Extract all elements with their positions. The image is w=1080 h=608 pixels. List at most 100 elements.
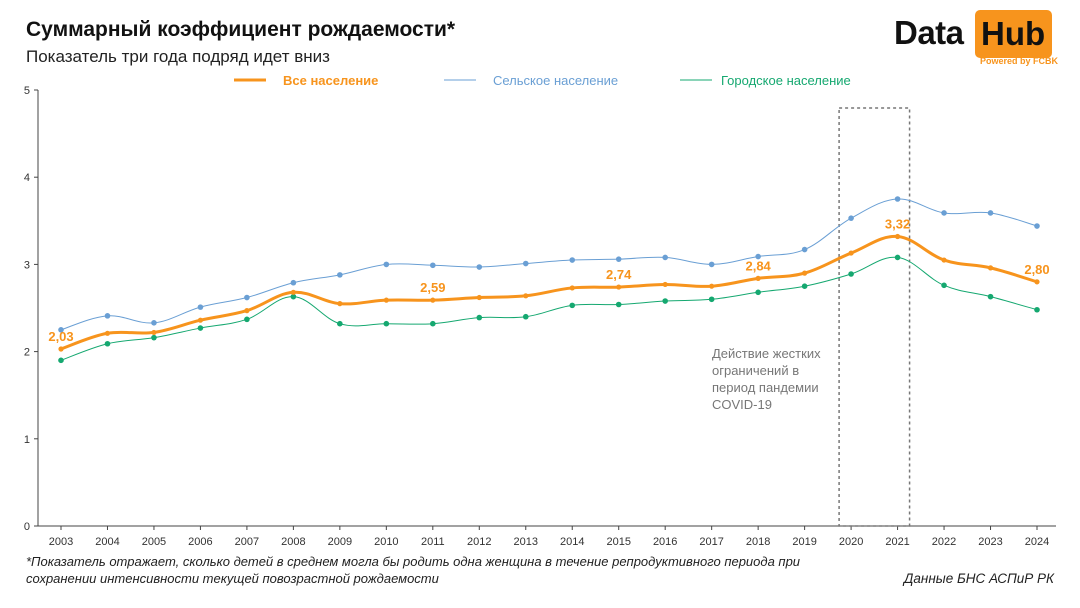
x-tick-label: 2011 bbox=[421, 536, 445, 548]
data-point-rural-2005 bbox=[151, 320, 157, 326]
data-point-all-2024 bbox=[1034, 279, 1040, 285]
x-tick-label: 2019 bbox=[792, 536, 816, 548]
data-point-all-2012 bbox=[476, 294, 482, 301]
x-tick-label: 2005 bbox=[142, 536, 166, 548]
x-tick-label: 2003 bbox=[49, 536, 73, 548]
data-point-rural-2024 bbox=[1034, 223, 1040, 229]
data-point-rural-2023 bbox=[987, 210, 994, 216]
data-source: Данные БНС АСПиР РК bbox=[903, 571, 1054, 586]
data-point-rural-2014 bbox=[569, 257, 576, 263]
logo-powered-by: Powered by FCBK bbox=[980, 56, 1059, 66]
data-point-rural-2021 bbox=[894, 196, 901, 202]
data-point-rural-2007 bbox=[244, 294, 250, 301]
series-line-all bbox=[59, 234, 1039, 351]
data-point-urban-2010 bbox=[383, 320, 390, 327]
data-point-all-2022 bbox=[941, 257, 947, 263]
data-point-urban-2013 bbox=[522, 313, 529, 320]
data-point-all-2009 bbox=[337, 301, 343, 307]
logo-hub-text: Hub bbox=[975, 10, 1053, 58]
data-point-rural-2013 bbox=[522, 260, 529, 267]
x-tick-label: 2022 bbox=[932, 536, 956, 548]
legend-label-all: Все население bbox=[283, 73, 378, 88]
data-point-rural-2015 bbox=[615, 256, 622, 262]
covid-annotation: Действие жестких ограничений в период па… bbox=[712, 346, 821, 412]
logo-data-text: Data bbox=[894, 14, 964, 51]
data-point-urban-2015 bbox=[615, 301, 622, 308]
data-point-all-2003 bbox=[58, 346, 64, 352]
data-point-rural-2018 bbox=[755, 253, 761, 260]
x-tick-label: 2024 bbox=[1025, 536, 1049, 548]
data-point-urban-2024 bbox=[1034, 306, 1040, 313]
x-tick-label: 2015 bbox=[606, 536, 630, 548]
chart-title: Суммарный коэффициент рождаемости* bbox=[26, 18, 456, 41]
data-point-all-2005 bbox=[151, 329, 157, 336]
data-point-urban-2022 bbox=[941, 282, 947, 289]
x-tick-label: 2006 bbox=[188, 536, 212, 548]
x-tick-label: 2017 bbox=[699, 536, 723, 548]
data-point-urban-2016 bbox=[662, 298, 668, 304]
chart-lines bbox=[59, 198, 1039, 361]
data-point-urban-2007 bbox=[244, 316, 250, 323]
data-point-all-2019 bbox=[802, 270, 808, 276]
series-line-urban bbox=[60, 256, 1038, 361]
y-tick-label: 5 bbox=[24, 85, 30, 97]
x-tick-label: 2013 bbox=[514, 536, 538, 548]
data-point-all-2008 bbox=[290, 289, 296, 295]
data-point-all-2013 bbox=[523, 293, 529, 299]
data-point-all-2018 bbox=[755, 275, 761, 281]
data-point-rural-2020 bbox=[848, 215, 854, 221]
data-point-all-2014 bbox=[569, 285, 575, 291]
x-tick-label: 2018 bbox=[746, 536, 770, 548]
data-label-2003: 2,03 bbox=[48, 329, 73, 344]
x-tick-label: 2004 bbox=[95, 536, 119, 548]
data-point-rural-2006 bbox=[197, 304, 204, 310]
data-point-rural-2019 bbox=[801, 246, 808, 253]
data-point-all-2020 bbox=[848, 250, 854, 256]
legend-label-urban: Городское население bbox=[721, 73, 851, 88]
chart-subtitle: Показатель три года подряд идет вниз bbox=[26, 47, 330, 66]
data-point-all-2006 bbox=[197, 317, 204, 323]
data-label-2011: 2,59 bbox=[420, 280, 445, 295]
x-tick-label: 2016 bbox=[653, 536, 677, 548]
data-point-all-2007 bbox=[244, 308, 250, 314]
covid-highlight-box bbox=[838, 107, 911, 527]
legend-label-rural: Сельское население bbox=[493, 73, 618, 88]
data-point-all-2021 bbox=[894, 233, 901, 240]
x-tick-label: 2014 bbox=[560, 536, 584, 548]
x-tick-label: 2008 bbox=[281, 536, 305, 548]
data-point-urban-2023 bbox=[987, 293, 994, 300]
data-point-rural-2016 bbox=[662, 254, 668, 261]
chart-legend: Все население Сельское население Городское… bbox=[234, 73, 851, 88]
y-tick-label: 1 bbox=[24, 434, 30, 446]
x-tick-label: 2023 bbox=[978, 536, 1002, 548]
data-point-all-2016 bbox=[662, 281, 668, 288]
y-tick-label: 0 bbox=[24, 521, 30, 533]
series-line-rural bbox=[60, 198, 1038, 331]
y-tick-label: 4 bbox=[24, 172, 30, 184]
data-point-urban-2004 bbox=[104, 340, 111, 347]
data-point-rural-2004 bbox=[104, 313, 111, 319]
data-point-rural-2011 bbox=[430, 262, 436, 269]
data-point-rural-2010 bbox=[383, 261, 390, 268]
x-tick-label: 2012 bbox=[467, 536, 491, 548]
data-point-urban-2008 bbox=[290, 293, 297, 300]
data-point-urban-2018 bbox=[755, 289, 761, 296]
x-tick-label: 2010 bbox=[374, 536, 398, 548]
data-label-2024: 2,80 bbox=[1024, 262, 1049, 277]
data-point-urban-2012 bbox=[476, 314, 483, 321]
data-point-urban-2017 bbox=[708, 296, 715, 303]
x-tick-label: 2009 bbox=[328, 536, 352, 548]
chart-points bbox=[58, 196, 1040, 364]
data-point-all-2017 bbox=[709, 283, 715, 289]
x-tick-label: 2007 bbox=[235, 536, 259, 548]
chart-data-labels: 2,03 2,59 2,74 2,84 3,32 2,80 bbox=[48, 216, 1049, 343]
datahub-logo: Data Hub Powered by FCBK bbox=[894, 10, 1059, 70]
data-point-rural-2009 bbox=[337, 272, 343, 278]
data-point-all-2023 bbox=[987, 265, 994, 271]
data-label-2015: 2,74 bbox=[606, 267, 632, 282]
chart-axes: 0 1 2 3 4 5 2003 2004 2005 2006 2007 2008 2009 2010 20… bbox=[24, 85, 1056, 548]
data-point-urban-2020 bbox=[848, 271, 854, 277]
data-point-rural-2012 bbox=[476, 264, 483, 270]
y-tick-label: 2 bbox=[24, 347, 30, 359]
